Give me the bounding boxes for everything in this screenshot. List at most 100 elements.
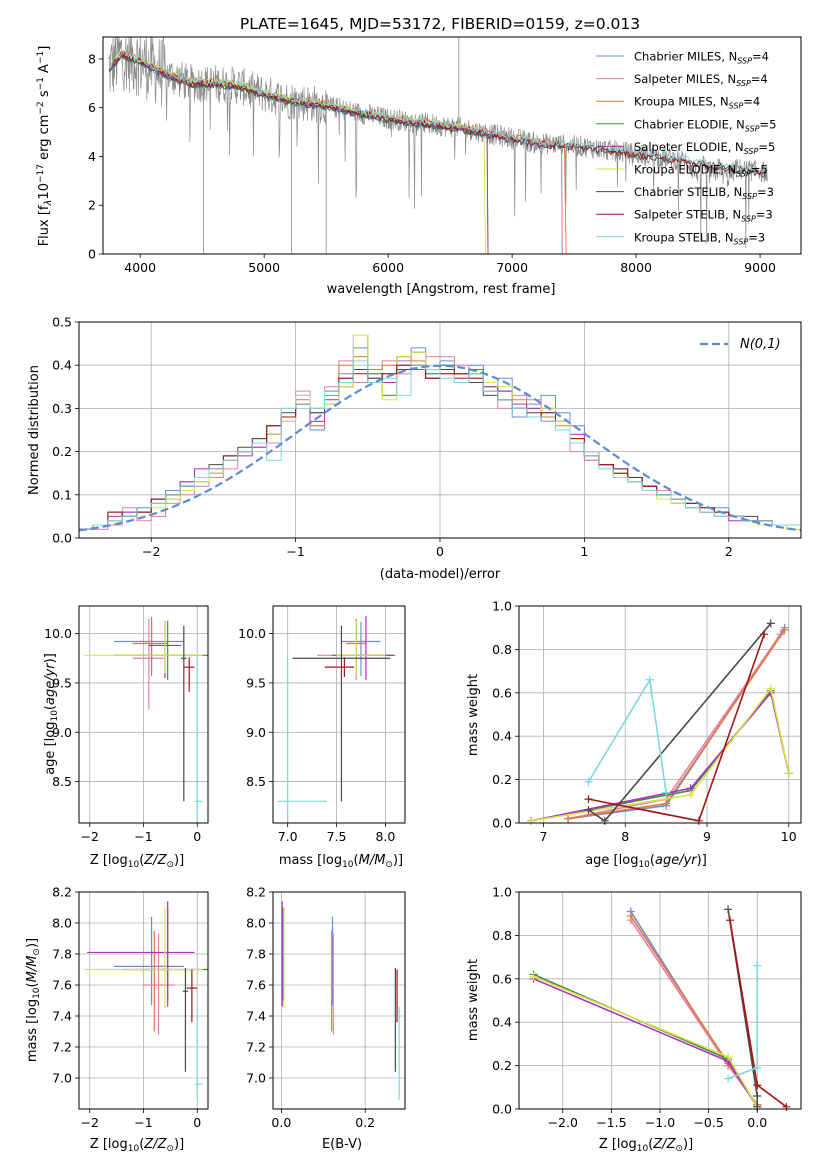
z-weight-marker [726, 916, 735, 925]
spectrum-axes-frame [102, 36, 802, 255]
z-mass-ytick-label: 7.2 [52, 1040, 72, 1055]
z-weight-xtick-label: −2.0 [548, 1115, 578, 1130]
age-weight-marker [766, 684, 775, 693]
z-weight-xlabel: Z [log10(Z/Z⊙)] [599, 1137, 693, 1154]
z-mass-point-salpeter-miles [142, 933, 175, 1035]
age-weight-marker [584, 795, 593, 804]
svg-text:age [log10(age/yr)]: age [log10(age/yr)] [43, 653, 60, 775]
age-weight-xtick-label: 9 [703, 829, 711, 844]
age-weight-marker [645, 675, 654, 684]
spectrum-ytick-label: 8 [88, 51, 96, 66]
age-weight-marker [694, 816, 703, 825]
z-age-panel: −2 −1 0 8.5 9.0 9.5 10.0 [44, 605, 209, 844]
spectrum-xtick-label: 7000 [496, 260, 528, 275]
age-weight-xtick-label: 7 [540, 829, 548, 844]
spectrum-model-chabrier-miles [108, 53, 563, 255]
z-weight-series-salpeter-elodie [529, 974, 762, 1111]
age-weight-marker [662, 788, 671, 797]
mass-age-point-chabrier-miles [341, 621, 381, 677]
residual-hist-salpeter-miles [79, 351, 801, 530]
z-mass-ytick-label: 8.0 [52, 916, 72, 931]
age-weight-series-salpeter-stelib [584, 630, 769, 825]
z-mass-point-chabrier-stelib [182, 967, 189, 1072]
age-weight-panel: 7 8 9 10 0.0 0.2 0.4 0.6 0.8 1.0 [492, 599, 802, 844]
mass-age-errorbars [277, 615, 396, 822]
residual-ytick-label: 0.0 [52, 531, 72, 546]
age-weight-marker [584, 805, 593, 814]
mass-age-point-salpeter-miles [317, 620, 391, 680]
svg-text:Flux [fλ10−17 erg cm−2 s−1 A−1: Flux [fλ10−17 erg cm−2 s−1 A−1] [36, 46, 54, 247]
age-weight-marker [766, 619, 775, 628]
z-weight-marker [626, 911, 635, 920]
age-weight-marker [780, 625, 789, 634]
spectrum-xtick-label: 6000 [372, 260, 404, 275]
age-weight-ytick-label: 1.0 [492, 599, 512, 614]
figure-title: PLATE=1645, MJD=53172, FIBERID=0159, z=0… [240, 15, 640, 33]
ebv-mass-ytick-label: 8.2 [246, 885, 266, 900]
z-mass-ytick-label: 7.8 [52, 947, 72, 962]
normal-legend-label: N(0,1) [740, 337, 781, 352]
z-mass-point-kroupa-elodie [84, 907, 203, 1009]
z-weight-series-kroupa-stelib [724, 961, 762, 1083]
legend-label-chabrier-elodie: Chabrier ELODIE, NSSP=5 [634, 117, 776, 133]
z-age-ytick-label: 9.5 [52, 675, 72, 690]
mass-age-point-salpeter-elodie [356, 615, 394, 680]
legend-label-kroupa-stelib: Kroupa STELIB, NSSP=3 [634, 230, 765, 246]
spectrum-ytick-label: 0 [88, 247, 96, 262]
z-age-point-chabrier-elodie [113, 620, 208, 680]
z-age-point-kroupa-stelib [194, 658, 203, 823]
ebv-mass-ytick-label: 7.2 [246, 1040, 266, 1055]
z-age-ylabel: age [log10(age/yr)] [43, 653, 60, 775]
z-weight-ytick-label: 1.0 [492, 885, 512, 900]
z-weight-marker [724, 905, 733, 914]
spectrum-ticks: 4000 5000 6000 7000 8000 9000 0 2 4 6 8 [88, 51, 776, 275]
ebv-mass-panel: 0.0 0.2 7.0 7.2 7.4 7.6 7.8 8.0 8.2 [246, 885, 406, 1130]
z-weight-xtick-label: −0.5 [693, 1115, 723, 1130]
ebv-mass-ytick-label: 7.6 [246, 978, 266, 993]
age-weight-marker [662, 799, 671, 808]
z-mass-xlabel: Z [log10(Z/Z⊙)] [90, 1137, 184, 1154]
ebv-mass-xtick-label: 0.2 [355, 1115, 375, 1130]
spectrum-ylabel: Flux [fλ10−17 erg cm−2 s−1 A−1] [36, 46, 54, 247]
spectrum-model-lines [108, 50, 766, 255]
z-age-errorbars [84, 616, 208, 823]
z-mass-errorbars [84, 901, 208, 1100]
z-weight-series [529, 905, 791, 1111]
z-age-ytick-label: 8.5 [52, 774, 72, 789]
mass-age-ytick-label: 9.5 [246, 675, 266, 690]
age-weight-marker [584, 777, 593, 786]
z-age-point-salpeter-stelib [183, 657, 195, 692]
legend-label-kroupa-elodie: Kroupa ELODIE, NSSP=5 [634, 163, 768, 179]
z-mass-panel: −2 −1 0 7.0 7.2 7.4 7.6 7.8 8.0 8.2 [52, 885, 209, 1130]
residual-ytick-label: 0.4 [52, 358, 72, 373]
z-mass-ylabel: mass [log10(M/M⊙)] [25, 938, 42, 1062]
residual-ylabel: Normed distribution [27, 365, 42, 495]
z-mass-ytick-label: 7.6 [52, 978, 72, 993]
z-age-point-kroupa-elodie [84, 620, 203, 674]
residual-panel: −2 −1 0 1 2 0.0 0.1 0.2 0.3 0.4 0.5 N(0,1) (data-m… [27, 315, 802, 582]
age-weight-ylabel: mass weight [466, 674, 481, 756]
residual-xtick-label: −1 [286, 544, 304, 559]
z-weight-xtick-label: 0.0 [747, 1115, 767, 1130]
z-age-point-chabrier-stelib [181, 625, 187, 802]
ebv-mass-ytick-label: 7.0 [246, 1071, 266, 1086]
residual-ytick-label: 0.2 [52, 444, 72, 459]
residual-axes-frame [78, 321, 802, 539]
mass-age-point-kroupa-stelib [277, 658, 327, 822]
normal-curve [78, 364, 802, 532]
z-weight-series-kroupa-elodie [529, 972, 762, 1111]
z-weight-series-salpeter-stelib [726, 916, 791, 1111]
age-weight-ytick-label: 0.2 [492, 772, 512, 787]
z-mass-ytick-label: 8.2 [52, 885, 72, 900]
z-weight-xtick-label: −1.5 [596, 1115, 626, 1130]
mass-age-ytick-label: 9.0 [246, 725, 266, 740]
mass-age-axes-frame [272, 605, 406, 824]
z-mass-ytick-label: 7.4 [52, 1009, 72, 1024]
z-weight-ylabel: mass weight [466, 959, 481, 1041]
spectrum-ytick-label: 2 [88, 198, 96, 213]
z-mass-xtick-label: −1 [134, 1115, 152, 1130]
z-weight-marker [724, 1074, 733, 1083]
legend-label-kroupa-miles: Kroupa MILES, NSSP=4 [634, 95, 760, 111]
z-age-point-salpeter-miles [132, 618, 165, 710]
